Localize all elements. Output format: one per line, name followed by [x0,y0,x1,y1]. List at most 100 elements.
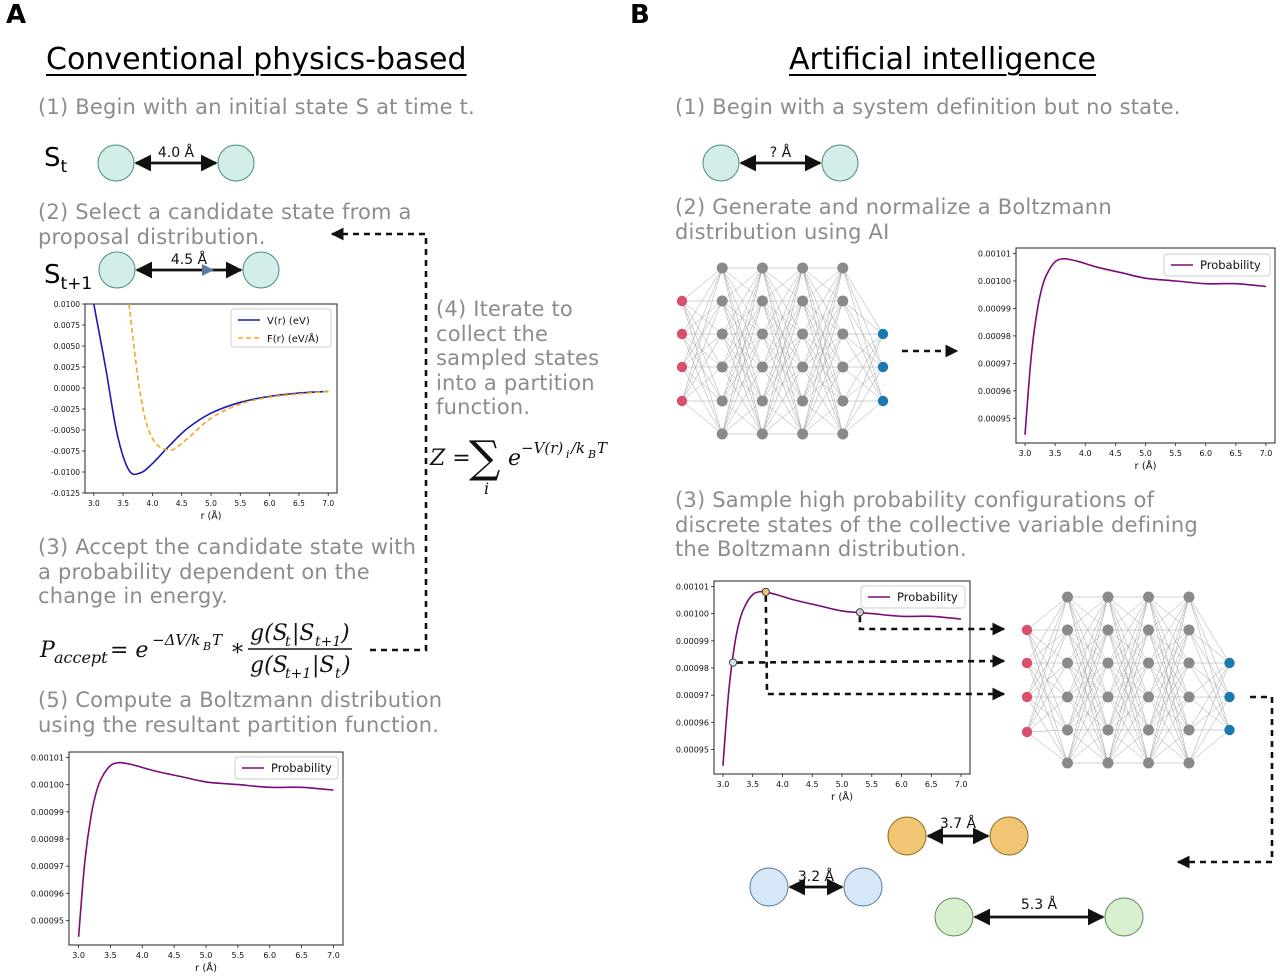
nn-node [797,361,809,373]
nn-edge [1107,596,1149,664]
panel-b-step3: (3) Sample high probability configuratio… [675,488,1198,561]
distance-label: 4.0 Å [158,144,195,161]
eq-i: i [484,479,489,498]
y-tick-label: 0.0050 [54,342,80,351]
nn-edge [681,267,723,302]
neural-network-b2 [676,262,889,440]
nn-node [837,328,849,340]
nn-edge [1107,596,1149,631]
eq-exp-i: i [566,448,570,461]
potential-plot: 3.0 3.5 4.0 4.5 5.0 5.5 6.0 6.5 7.0 0.0100 0.0075 0… [51,300,338,522]
nn-edge [842,366,884,435]
nn-node [837,295,849,307]
nn-edge [1148,596,1190,698]
nn-edge [1148,696,1190,764]
atom [242,251,280,289]
x-tick-label: 3.0 [1019,449,1032,458]
y-tick-label: -0.0125 [51,489,80,498]
nn-node [1102,591,1114,603]
y-tick-label: 0.0000 [54,384,80,393]
nn-edge [802,267,843,302]
sample-arrow-37 [764,595,1006,701]
nn-edge [1107,596,1149,698]
y-tick-label: 0.00098 [676,664,709,673]
nn-node [716,361,728,373]
x-tick-label: 6.5 [925,780,938,789]
eq-t2: T [212,631,223,649]
eq-sum: ∑ [469,432,500,483]
nn-edge [721,267,763,435]
x-tick-label: 5.0 [205,499,217,508]
y-tick-label: 0.00098 [31,835,64,844]
atom [217,144,255,182]
nn-edge [1107,696,1149,764]
nn-edge [1026,696,1068,733]
prob-plot-b3: 3.0 3.5 4.0 4.5 5.0 5.5 6.0 6.5 7.0 0.00101 0.0010… [676,580,971,803]
eq-den2s: t [335,666,341,682]
y-tick-label: 0.00100 [676,610,709,619]
x-tick-label: 3.0 [72,951,85,960]
distance-label: 4.5 Å [171,251,208,268]
nn-node [756,295,768,307]
x-tick-label: 3.5 [1049,449,1062,458]
x-tick-label: 4.5 [1109,449,1122,458]
nn-node [1062,724,1073,736]
sample-arrow-53 [858,616,1006,636]
eq-den1: g(S [250,653,288,678]
nn-node [797,262,809,274]
x-tick-label: 3.5 [104,951,117,960]
y-tick-label: 0.0075 [54,321,80,330]
x-axis-label: r (Å) [201,510,222,522]
sample-atoms-53: 5.3 Å [934,896,1144,937]
nn-edge [1026,662,1068,731]
nn-edge [681,267,723,402]
x-tick-label: 5.0 [200,951,213,960]
nn-edge [1067,596,1109,664]
nn-edge [802,267,843,335]
y-tick-label: 0.00099 [31,808,64,817]
atom [702,144,740,182]
x-tick-label: 7.0 [1260,449,1273,458]
panel-b-letter: B [630,0,650,30]
nn-edge [762,400,803,435]
eq-den2: |S [312,653,334,678]
nn-node [1183,591,1195,603]
nn-edge [1148,596,1190,664]
x-tick-label: 7.0 [322,499,334,508]
panel-b-step2: (2) Generate and normalize a Boltzmann d… [675,195,1112,244]
x-tick-label: 6.0 [264,499,276,508]
nn-node [1021,691,1033,703]
nn-edge [1026,629,1068,733]
nn-node [1062,591,1073,603]
distance-label: 5.3 Å [1021,896,1058,913]
nn-edge [1148,662,1190,764]
nn-edge [1107,596,1149,764]
nn-node [1183,757,1195,769]
eq-accept: accept [54,648,108,667]
x-tick-label: 7.0 [955,780,968,789]
x-tick-label: 4.0 [146,499,158,508]
eq-den3: ) [341,653,351,678]
nn-edge [1026,731,1068,764]
nn-edge [1026,729,1068,733]
x-tick-label: 4.5 [176,499,188,508]
nn-edge [1026,596,1068,631]
nn-edge [1026,596,1068,664]
eq-exp-t: T [597,439,608,457]
nn-edge [722,366,763,435]
nn-edge [802,300,844,435]
nn-node [1143,591,1154,603]
nn-edge [1067,596,1109,731]
x-tick-label: 6.0 [1199,449,1212,458]
legend-box [234,756,339,780]
nn-node [797,328,809,340]
nn-node [756,262,768,274]
nn-node [877,361,889,373]
prob-plot-b2: 3.0 3.5 4.0 4.5 5.0 5.5 6.0 6.5 7.0 0.00101 0.0010… [978,247,1276,472]
proposal-marker [202,264,214,276]
state-t-label: St [44,143,68,177]
nn-edge [722,267,763,302]
nn-edge [1188,596,1230,698]
panel-a-step4: (4) Iterate to collect the sampled state… [436,297,600,419]
